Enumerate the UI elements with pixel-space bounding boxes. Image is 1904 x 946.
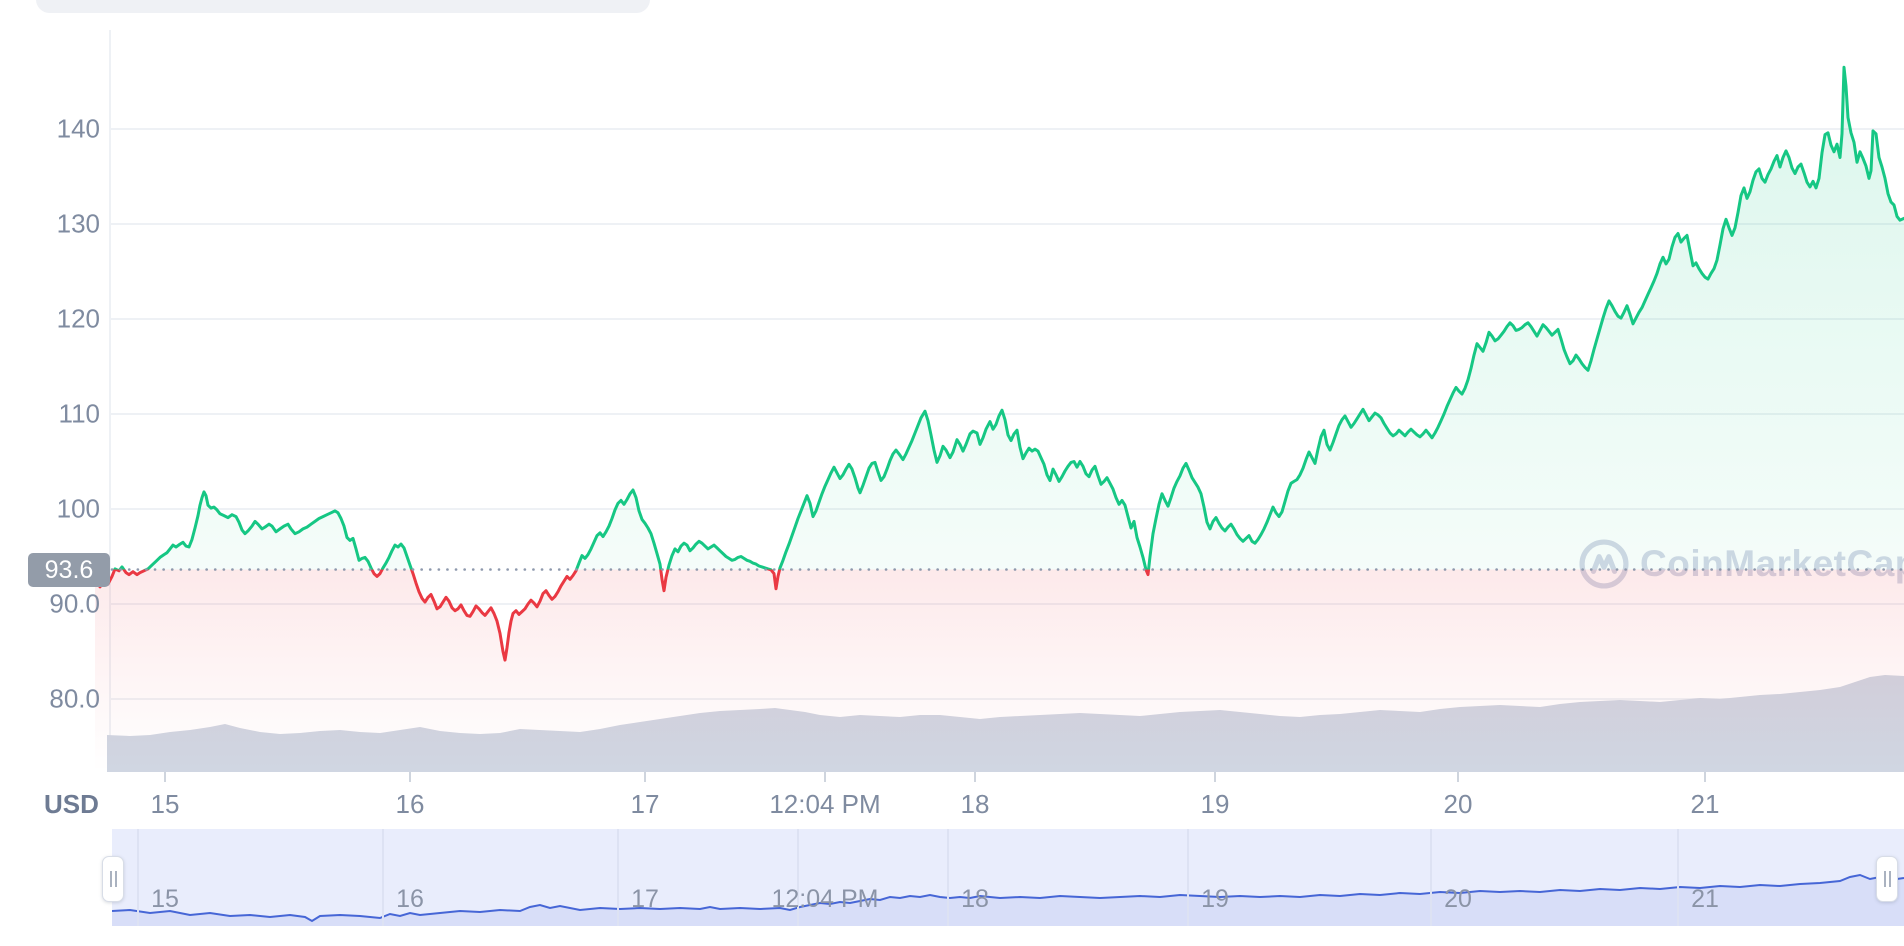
y-axis-label: 80.0 (49, 683, 100, 714)
navigator-axis-label: 12:04 PM (771, 885, 879, 913)
navigator-gridline (382, 829, 384, 926)
navigator-right-handle[interactable] (1876, 856, 1898, 902)
y-axis-label: 140 (56, 113, 100, 144)
navigator-axis-label: 16 (396, 885, 424, 913)
x-axis-label: 21 (1690, 789, 1720, 819)
x-axis-label: 20 (1443, 789, 1473, 819)
navigator-axis-label: 20 (1444, 885, 1472, 913)
y-axis-label: 100 (56, 493, 100, 524)
navigator-left-handle[interactable] (102, 856, 124, 902)
y-axis-label: 120 (56, 303, 100, 334)
current-price-badge: 93.6 (28, 553, 110, 587)
y-axis-label: 130 (56, 208, 100, 239)
navigator-gridline (137, 829, 139, 926)
y-axis-label: 90.0 (49, 588, 100, 619)
x-axis-label: 15 (150, 789, 180, 819)
navigator-gridline (1187, 829, 1189, 926)
chart-period-tab-bar-cutoff[interactable] (36, 0, 650, 13)
navigator-axis-label: 18 (961, 885, 989, 913)
x-axis-label: 17 (630, 789, 660, 819)
x-axis-label: 12:04 PM (769, 789, 881, 819)
navigator-gridline (617, 829, 619, 926)
x-axis-label: 16 (395, 789, 425, 819)
navigator-mini-chart (112, 873, 1904, 926)
navigator-gridline (1677, 829, 1679, 926)
navigator-axis-label: 19 (1201, 885, 1229, 913)
navigator-gridline (797, 829, 799, 926)
x-axis-label: 19 (1200, 789, 1230, 819)
navigator-axis-label: 15 (151, 885, 179, 913)
range-navigator[interactable]: 15 16 17 12:04 PM 18 19 20 21 (112, 829, 1904, 926)
x-axis-label: 18 (960, 789, 990, 819)
y-axis-label: 110 (58, 398, 100, 429)
navigator-gridline (947, 829, 949, 926)
currency-unit-label: USD (44, 789, 99, 819)
navigator-axis-label: 21 (1691, 885, 1719, 913)
navigator-gridline (1430, 829, 1432, 926)
navigator-axis-label: 17 (631, 885, 659, 913)
